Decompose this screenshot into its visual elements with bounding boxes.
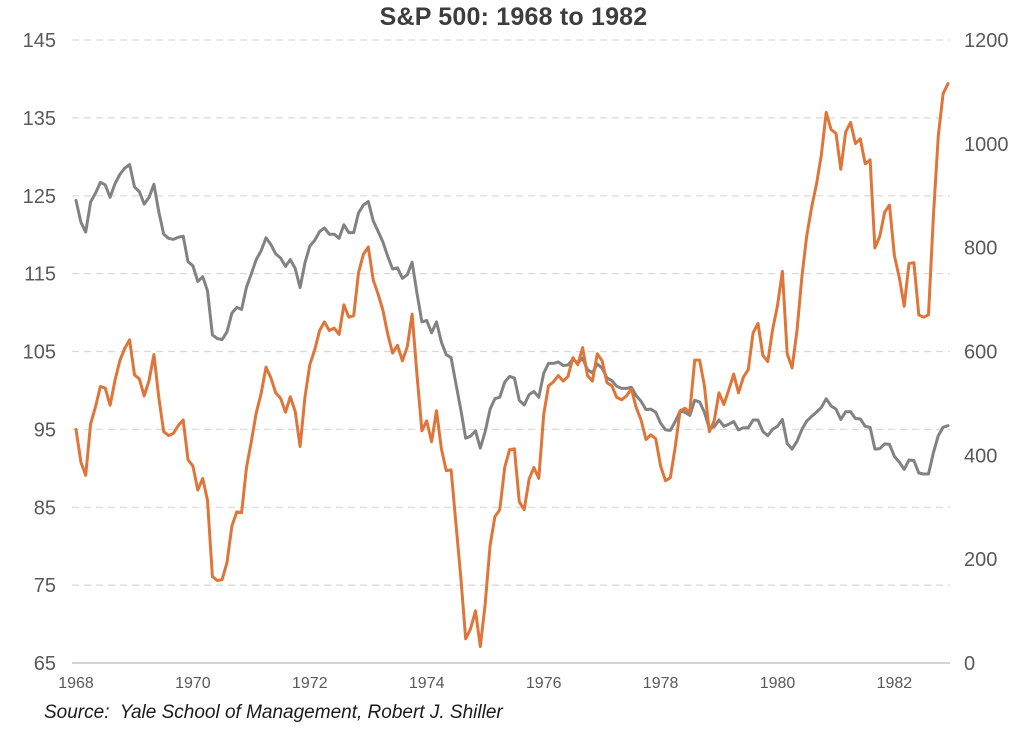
right-axis-tick-label: 600 (964, 342, 997, 364)
left-axis-tick-label: 65 (34, 653, 56, 675)
x-axis-tick-label: 1978 (643, 675, 679, 692)
left-axis-tick-label: 105 (23, 342, 56, 364)
gray-series-line (74, 163, 950, 476)
x-axis-tick-label: 1976 (526, 675, 562, 692)
source-note: Source: Yale School of Management, Rober… (44, 702, 503, 723)
right-axis-tick-label: 0 (964, 653, 975, 675)
right-axis-tick-label: 800 (964, 238, 997, 260)
x-axis-tick-label: 1974 (409, 675, 445, 692)
right-axis-tick-label: 1000 (964, 134, 1009, 156)
x-axis-tick-label: 1982 (877, 675, 913, 692)
left-axis-tick-label: 95 (34, 419, 56, 441)
orange-series-line (74, 82, 950, 649)
left-axis-tick-label: 75 (34, 575, 56, 597)
right-axis-tick-label: 1200 (964, 30, 1009, 52)
x-axis-tick-label: 1970 (175, 675, 211, 692)
left-axis-tick-label: 85 (34, 497, 56, 519)
left-axis-tick-label: 115 (24, 264, 56, 286)
left-axis-tick-label: 125 (23, 186, 56, 208)
left-axis-tick-label: 145 (23, 30, 56, 52)
right-axis-tick-label: 200 (964, 549, 997, 571)
x-axis-tick-label: 1972 (292, 675, 328, 692)
x-axis-tick-label: 1980 (760, 675, 796, 692)
right-axis-tick-label: 400 (964, 445, 997, 467)
chart-title: S&P 500: 1968 to 1982 (379, 3, 648, 31)
x-axis-tick-label: 1968 (58, 675, 94, 692)
left-axis-tick-label: 135 (23, 108, 56, 130)
